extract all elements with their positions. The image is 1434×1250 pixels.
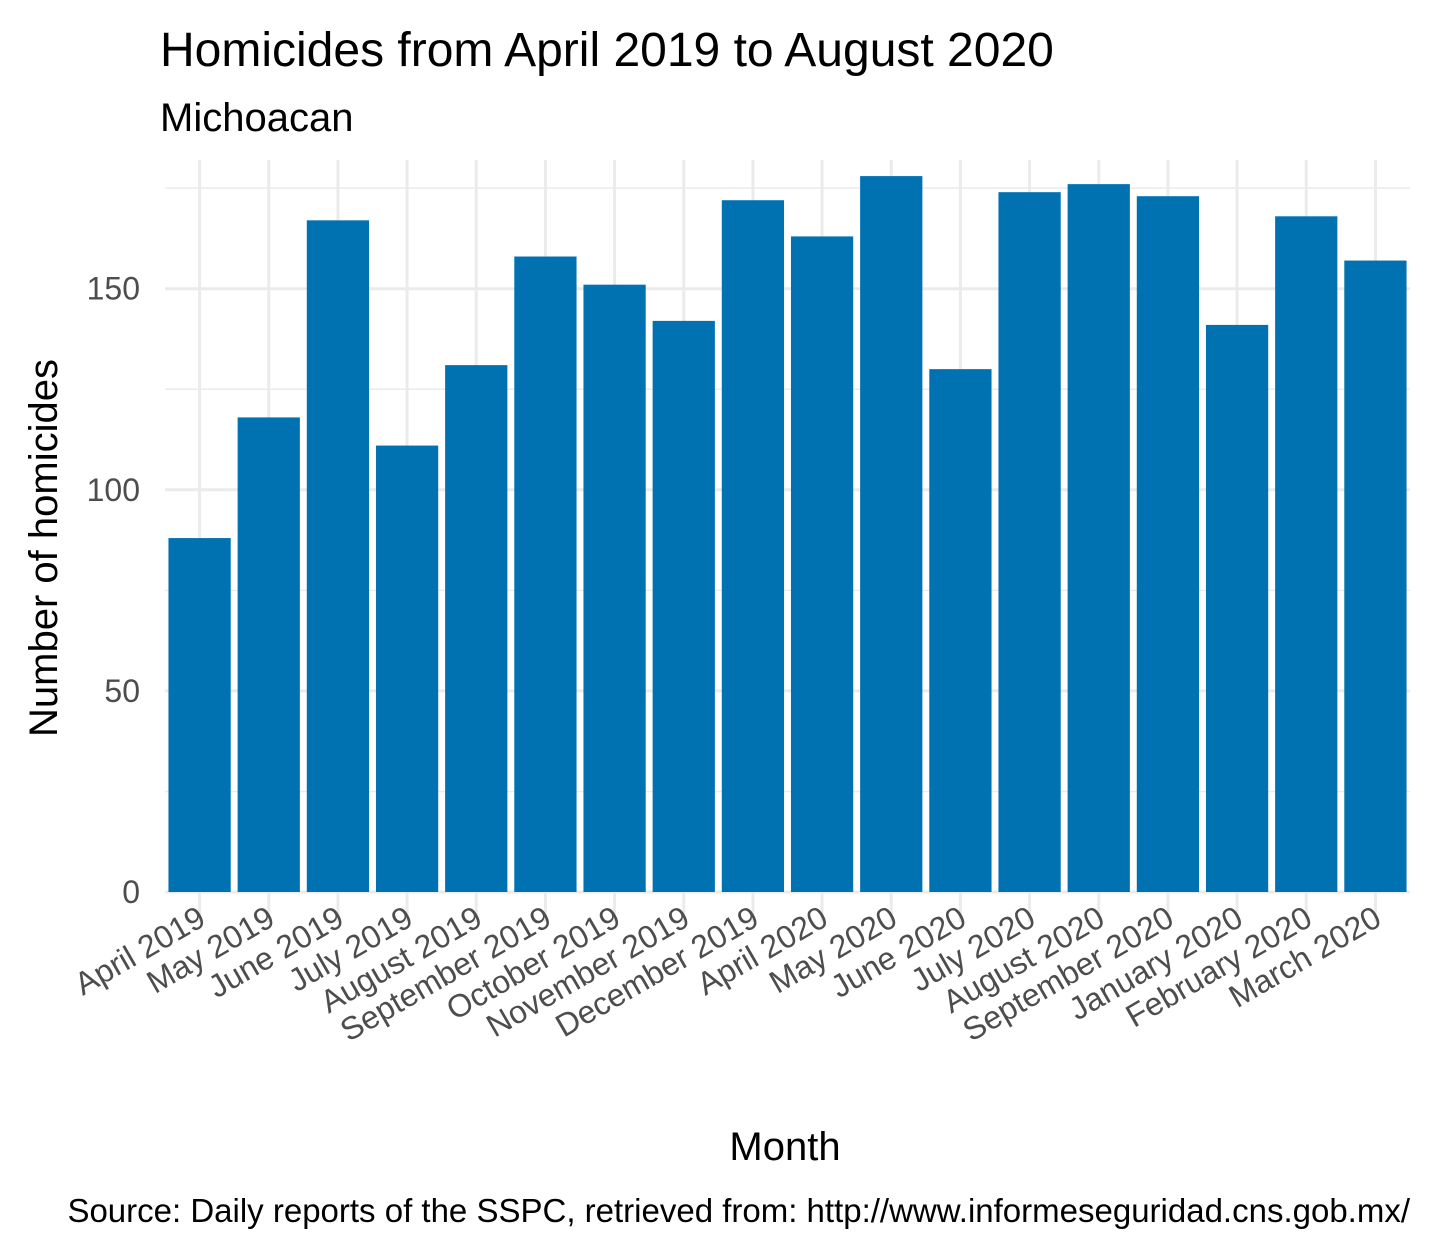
bar bbox=[1205, 324, 1269, 892]
bar bbox=[375, 445, 439, 892]
bar bbox=[237, 417, 300, 892]
bars bbox=[168, 176, 1407, 893]
chart-subtitle: Michoacan bbox=[160, 96, 353, 140]
bar bbox=[583, 284, 646, 893]
y-tick-label: 0 bbox=[122, 874, 140, 910]
y-axis-ticks: 0 50 100 150 bbox=[87, 271, 140, 910]
bar bbox=[1067, 184, 1130, 893]
bar bbox=[1275, 216, 1338, 893]
y-tick-label: 100 bbox=[87, 472, 140, 508]
chart-title: Homicides from April 2019 to August 2020 bbox=[160, 24, 1054, 77]
source-caption: Source: Daily reports of the SSPC, retri… bbox=[67, 1192, 1410, 1229]
bar bbox=[445, 365, 508, 893]
bar bbox=[1136, 196, 1200, 892]
bar bbox=[929, 369, 992, 893]
y-tick-label: 150 bbox=[87, 271, 140, 307]
y-tick-label: 50 bbox=[104, 673, 140, 709]
bar bbox=[652, 320, 715, 892]
bar bbox=[514, 256, 577, 892]
bar bbox=[998, 192, 1061, 892]
bar bbox=[721, 200, 785, 892]
y-axis-label: Number of homicides bbox=[22, 359, 66, 737]
bar bbox=[1344, 260, 1407, 892]
bar bbox=[168, 538, 231, 892]
bar bbox=[860, 176, 923, 893]
bar bbox=[790, 236, 854, 892]
x-axis-label: Month bbox=[729, 1125, 840, 1169]
bar bbox=[306, 220, 370, 893]
